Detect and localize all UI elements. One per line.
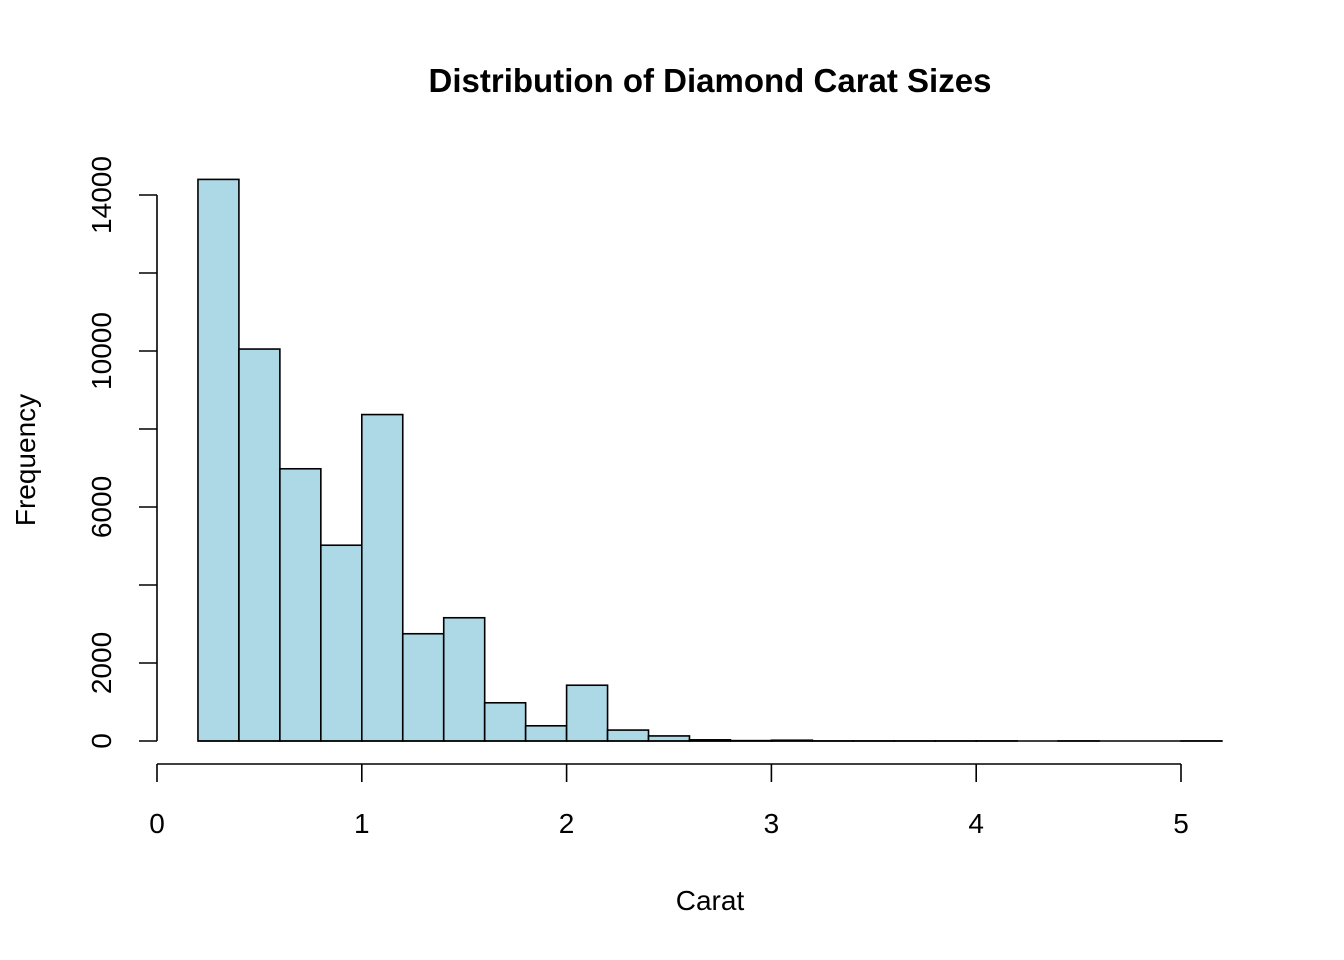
y-tick-label-14000: 14000 (86, 156, 117, 234)
y-tick-label-2000: 2000 (86, 632, 117, 694)
histogram-bar-2 (238, 348, 281, 742)
histogram-bar-3 (279, 467, 322, 742)
y-axis-label: Frequency (10, 394, 41, 526)
histogram-bar-8 (483, 701, 527, 742)
y-tick-label-10000: 10000 (86, 312, 117, 390)
x-tick-label-0: 0 (149, 808, 165, 839)
x-tick-label-4: 4 (968, 808, 984, 839)
histogram-bar-11 (606, 729, 650, 742)
histogram-bar-9 (524, 724, 568, 742)
chart-title: Distribution of Diamond Carat Sizes (429, 62, 992, 99)
histogram-bar-4 (320, 544, 363, 742)
x-axis-label: Carat (676, 885, 745, 916)
histogram-bar-7 (442, 616, 486, 742)
x-tick-label-5: 5 (1173, 808, 1189, 839)
histogram-bar-1 (197, 178, 240, 742)
histogram-bar-10 (565, 684, 609, 742)
y-tick-label-6000: 6000 (86, 476, 117, 538)
histogram-bar-6 (401, 632, 445, 742)
y-axis: 0 2000 6000 10000 14000 (86, 156, 158, 749)
x-tick-label-3: 3 (764, 808, 780, 839)
y-tick-label-0: 0 (86, 733, 117, 749)
x-tick-label-1: 1 (354, 808, 370, 839)
x-axis: 0 1 2 3 4 5 (149, 763, 1189, 839)
bars-group (197, 178, 1223, 742)
x-tick-label-2: 2 (559, 808, 575, 839)
histogram-bar-5 (360, 413, 404, 742)
